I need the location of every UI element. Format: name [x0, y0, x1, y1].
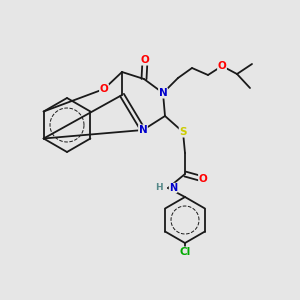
Text: N: N [169, 183, 177, 193]
Text: O: O [199, 174, 207, 184]
Text: H: H [155, 184, 163, 193]
Text: O: O [141, 55, 149, 65]
Text: N: N [159, 88, 167, 98]
Text: Cl: Cl [179, 247, 191, 257]
Text: O: O [100, 84, 108, 94]
Text: S: S [179, 127, 187, 137]
Text: N: N [139, 125, 147, 135]
Text: O: O [218, 61, 226, 71]
